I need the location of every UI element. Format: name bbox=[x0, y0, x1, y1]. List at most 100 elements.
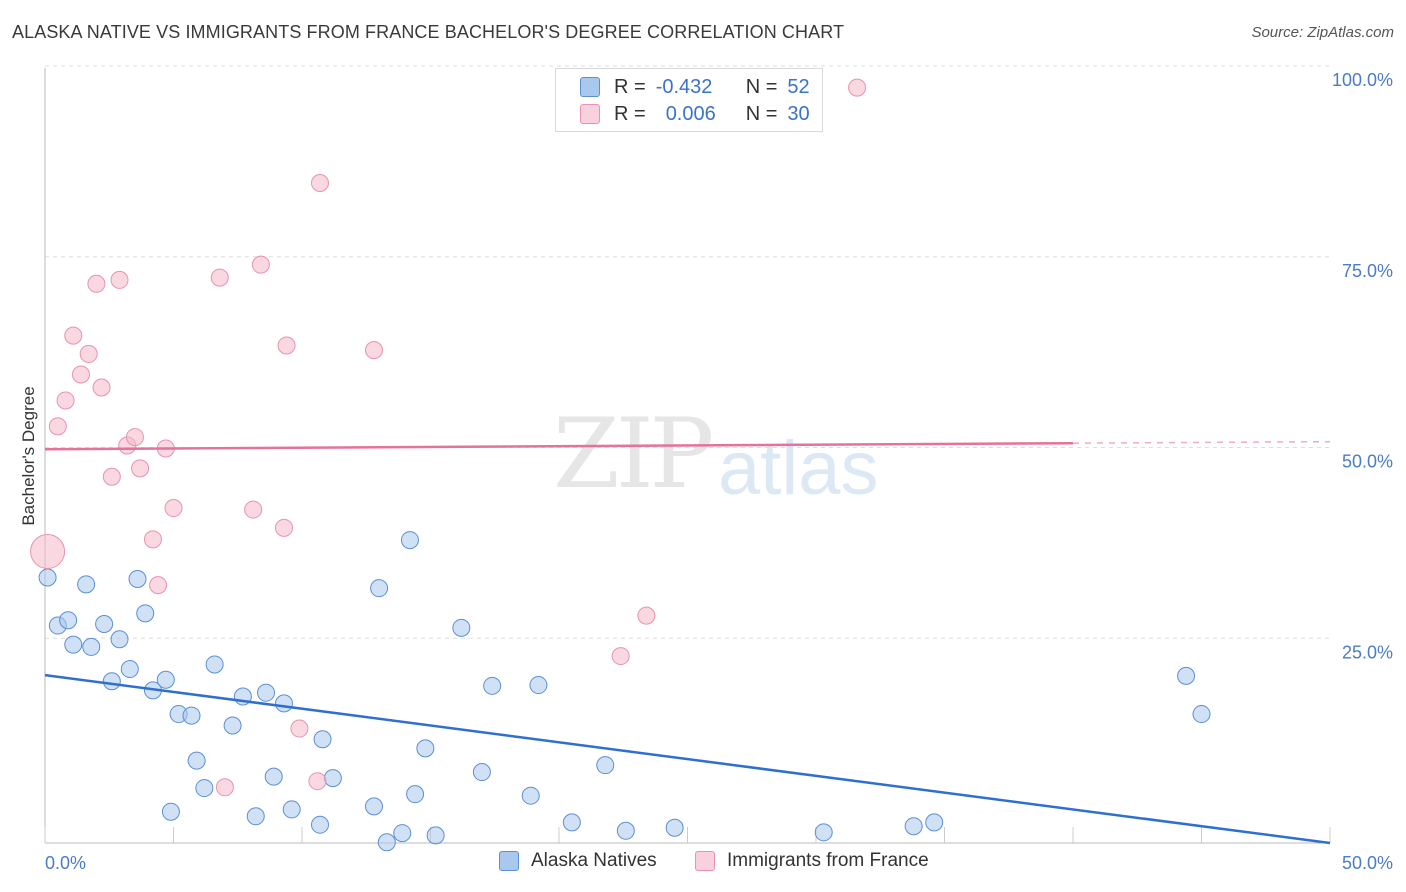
point-alaska-41 bbox=[521, 786, 540, 805]
y-tick-label-0: 25.0% bbox=[1342, 642, 1393, 662]
legend-r-label: R = bbox=[614, 102, 646, 125]
legend-row-france: R = 0.006 N = 30 bbox=[556, 101, 810, 127]
y-axis-label: Bachelor's Degree bbox=[19, 386, 38, 525]
point-alaska-14 bbox=[161, 802, 180, 821]
watermark-atlas: atlas bbox=[718, 426, 879, 511]
point-alaska-43 bbox=[562, 813, 581, 832]
point-alaska-10 bbox=[128, 570, 147, 589]
point-alaska-44 bbox=[596, 756, 615, 775]
point-alaska-46 bbox=[665, 818, 684, 837]
legend-swatch-france bbox=[695, 851, 715, 871]
point-france-26 bbox=[364, 341, 383, 360]
point-france-14 bbox=[149, 576, 168, 595]
point-france-4 bbox=[71, 365, 90, 384]
point-france-17 bbox=[210, 268, 229, 287]
x-tick-label-1: 50.0% bbox=[1342, 853, 1393, 873]
point-france-11 bbox=[125, 428, 144, 447]
point-alaska-26 bbox=[282, 800, 301, 819]
point-alaska-16 bbox=[182, 706, 201, 725]
point-france-27 bbox=[611, 647, 630, 666]
point-france-6 bbox=[87, 274, 106, 293]
point-france-5 bbox=[79, 344, 98, 363]
point-france-7 bbox=[92, 378, 111, 397]
legend-n-label: N = bbox=[745, 102, 778, 125]
point-alaska-30 bbox=[364, 797, 383, 816]
point-france-16 bbox=[164, 499, 183, 518]
point-alaska-20 bbox=[223, 716, 242, 735]
legend-n-value: 30 bbox=[787, 102, 810, 125]
legend-item-alaska-natives[interactable]: Alaska Natives bbox=[499, 850, 657, 872]
legend-r-value: 0.006 bbox=[665, 102, 716, 125]
legend-item-immigrants-france[interactable]: Immigrants from France bbox=[695, 850, 929, 872]
y-tick-label-1: 50.0% bbox=[1342, 452, 1393, 472]
legend-swatch-alaska bbox=[580, 77, 600, 97]
point-france-28 bbox=[637, 606, 656, 625]
point-france-29 bbox=[848, 78, 867, 97]
point-france-20 bbox=[251, 255, 270, 274]
trend-line-france-extension bbox=[1072, 440, 1331, 444]
point-alaska-22 bbox=[246, 807, 265, 826]
point-alaska-5 bbox=[82, 637, 101, 656]
point-alaska-8 bbox=[110, 630, 129, 649]
legend-n-label: N = bbox=[745, 75, 778, 98]
point-alaska-7 bbox=[102, 672, 121, 691]
y-tick-label-2: 75.0% bbox=[1342, 261, 1393, 281]
point-alaska-37 bbox=[426, 826, 445, 845]
point-alaska-31 bbox=[370, 579, 389, 598]
point-france-22 bbox=[277, 336, 296, 355]
point-france-21 bbox=[275, 518, 294, 537]
point-alaska-11 bbox=[136, 604, 155, 623]
point-france-25 bbox=[310, 174, 329, 193]
point-alaska-19 bbox=[205, 655, 224, 674]
point-alaska-33 bbox=[393, 824, 412, 843]
point-alaska-32 bbox=[377, 833, 396, 852]
point-alaska-47 bbox=[814, 823, 833, 842]
point-alaska-25 bbox=[275, 694, 294, 713]
point-france-18 bbox=[215, 778, 234, 797]
point-france-24 bbox=[308, 772, 327, 791]
point-alaska-6 bbox=[95, 615, 114, 634]
point-alaska-45 bbox=[616, 821, 635, 840]
point-alaska-2 bbox=[59, 611, 78, 630]
series-legend: Alaska Natives Immigrants from France bbox=[0, 850, 1406, 880]
point-alaska-28 bbox=[313, 730, 332, 749]
data-points bbox=[30, 78, 1211, 852]
point-alaska-9 bbox=[120, 660, 139, 679]
point-france-0 bbox=[30, 534, 66, 570]
point-alaska-36 bbox=[416, 739, 435, 758]
x-tick-label-0: 0.0% bbox=[45, 853, 86, 873]
point-alaska-49 bbox=[925, 813, 944, 832]
point-alaska-51 bbox=[1192, 705, 1211, 724]
chart-title: ALASKA NATIVE VS IMMIGRANTS FROM FRANCE … bbox=[12, 22, 845, 42]
point-alaska-23 bbox=[257, 683, 276, 702]
point-alaska-4 bbox=[77, 575, 96, 594]
point-france-8 bbox=[102, 467, 121, 486]
point-alaska-48 bbox=[904, 817, 923, 836]
point-alaska-34 bbox=[400, 531, 419, 550]
legend-row-alaska: R = -0.432 N = 52 bbox=[556, 74, 810, 100]
point-france-23 bbox=[290, 719, 309, 738]
correlation-legend: R = -0.432 N = 52 R = 0.006 N = 30 bbox=[555, 68, 823, 132]
point-alaska-50 bbox=[1177, 666, 1196, 685]
point-france-9 bbox=[110, 270, 129, 289]
point-france-13 bbox=[143, 530, 162, 549]
point-france-12 bbox=[131, 459, 150, 478]
point-alaska-42 bbox=[529, 676, 548, 695]
trend-lines bbox=[44, 440, 1331, 845]
point-alaska-13 bbox=[156, 670, 175, 689]
point-france-19 bbox=[244, 500, 263, 519]
trend-line-alaska bbox=[44, 673, 1331, 845]
point-alaska-17 bbox=[187, 751, 206, 770]
point-alaska-18 bbox=[195, 779, 214, 798]
legend-label-alaska: Alaska Natives bbox=[531, 850, 657, 871]
legend-swatch-alaska bbox=[499, 851, 519, 871]
point-alaska-3 bbox=[64, 635, 83, 654]
tick-labels: 25.0% 50.0% 75.0% 100.0% 0.0% 50.0% bbox=[45, 70, 1393, 873]
point-alaska-35 bbox=[406, 785, 425, 804]
point-alaska-24 bbox=[264, 767, 283, 786]
point-alaska-0 bbox=[38, 568, 57, 587]
source-label: Source: ZipAtlas.com bbox=[1251, 24, 1394, 41]
watermark-zip: ZIP bbox=[553, 398, 714, 510]
legend-label-france: Immigrants from France bbox=[727, 850, 929, 871]
